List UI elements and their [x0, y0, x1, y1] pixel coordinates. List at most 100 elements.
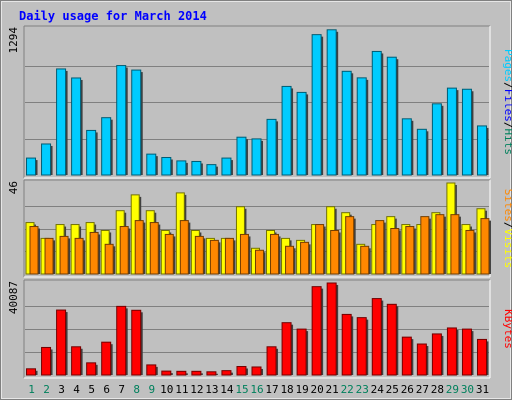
legend-part-1: /: [502, 222, 512, 229]
x-tick-label-14: 14: [220, 383, 234, 396]
bar-kbytes-4: [71, 346, 82, 376]
bar-kbytes-17: [266, 346, 277, 376]
x-tick-label-30: 30: [461, 383, 474, 396]
bar-kbytes-21: [326, 282, 337, 376]
bar-hits-14: [221, 157, 232, 176]
bar-sites-17: [270, 233, 280, 275]
bar-hits-22: [341, 70, 352, 176]
bar-sites-6: [104, 243, 114, 275]
bar-kbytes-22: [341, 313, 352, 376]
x-tick-label-3: 3: [58, 383, 65, 396]
bar-sites-23: [360, 245, 370, 275]
bar-sites-13: [209, 239, 219, 275]
x-tick-label-19: 19: [295, 383, 308, 396]
x-tick-label-1: 1: [28, 383, 35, 396]
bar-hits-16: [251, 138, 262, 176]
bar-kbytes-2: [41, 346, 52, 376]
bar-kbytes-23: [356, 317, 367, 376]
bar-kbytes-15: [236, 366, 247, 376]
bar-hits-12: [191, 160, 202, 176]
bar-sites-14: [224, 237, 234, 275]
bar-hits-6: [101, 117, 112, 176]
x-tick-label-21: 21: [326, 383, 339, 396]
x-tick-label-28: 28: [431, 383, 444, 396]
x-tick-label-18: 18: [280, 383, 293, 396]
bar-hits-21: [326, 29, 337, 176]
x-tick-label-5: 5: [88, 383, 95, 396]
x-axis-labels: 1 2 3 4 5 6 7 8 9 10 11 12 13 14 15 16 17 18 19 20 21 22 23 24 2…: [28, 383, 489, 396]
bar-sites-19: [300, 241, 310, 275]
bar-sites-24: [375, 220, 385, 275]
x-tick-label-24: 24: [371, 383, 385, 396]
bar-sites-7: [119, 226, 129, 275]
right-legend-label: KBytes: [502, 309, 512, 349]
right-legend-label: Sites/Visits: [502, 189, 512, 269]
bar-sites-31: [480, 218, 490, 275]
bar-kbytes-28: [431, 333, 442, 376]
bar-hits-31: [476, 125, 487, 176]
bar-hits-19: [296, 91, 307, 176]
bar-hits-15: [236, 136, 247, 176]
right-legend-label: Pages/Files/Hits: [502, 49, 512, 155]
bar-kbytes-27: [416, 343, 427, 376]
bar-hits-8: [131, 69, 142, 176]
bar-kbytes-26: [401, 336, 412, 376]
bar-sites-3: [59, 235, 69, 275]
x-tick-label-11: 11: [175, 383, 188, 396]
x-tick-label-10: 10: [160, 383, 173, 396]
x-tick-label-8: 8: [133, 383, 140, 396]
legend-part-4: Hits: [502, 129, 512, 156]
bar-kbytes-19: [296, 328, 307, 376]
bar-sites-10: [164, 233, 174, 275]
bar-hits-28: [431, 103, 442, 176]
bar-sites-18: [285, 245, 295, 275]
x-tick-label-26: 26: [401, 383, 414, 396]
x-tick-label-29: 29: [446, 383, 459, 396]
y-max-label: 1294: [7, 27, 20, 54]
x-tick-label-9: 9: [148, 383, 155, 396]
x-tick-label-13: 13: [205, 383, 218, 396]
legend-part-2: Visits: [502, 229, 512, 269]
bar-kbytes-6: [101, 341, 112, 376]
x-tick-label-31: 31: [476, 383, 489, 396]
bar-kbytes-25: [386, 303, 397, 376]
bar-kbytes-30: [461, 328, 472, 376]
y-max-label: 40087: [7, 281, 20, 314]
bar-kbytes-14: [221, 370, 232, 376]
bar-sites-1: [29, 226, 39, 275]
bar-sites-21: [330, 229, 340, 275]
bar-sites-5: [89, 231, 99, 275]
bar-sites-20: [315, 224, 325, 275]
y-max-label: 46: [7, 181, 20, 194]
bar-kbytes-29: [446, 327, 457, 376]
legend-part-0: Pages: [502, 49, 512, 82]
bar-hits-11: [176, 160, 187, 176]
bar-hits-13: [206, 164, 217, 176]
bar-hits-9: [146, 153, 157, 176]
bar-hits-27: [416, 128, 427, 176]
bar-sites-12: [194, 235, 204, 275]
bar-sites-15: [239, 233, 249, 275]
bar-hits-3: [56, 68, 67, 176]
bar-sites-26: [405, 226, 415, 275]
bar-sites-28: [435, 214, 445, 275]
bar-hits-10: [161, 157, 172, 176]
x-tick-label-7: 7: [118, 383, 125, 396]
bar-hits-7: [116, 65, 127, 176]
legend-part-1: /: [502, 82, 512, 89]
bar-kbytes-20: [311, 286, 322, 376]
bar-hits-1: [26, 157, 37, 176]
bar-hits-4: [71, 77, 82, 176]
bar-hits-17: [266, 118, 277, 176]
panel-2: 46 Sites/Visits: [7, 179, 512, 278]
bar-kbytes-18: [281, 322, 292, 376]
x-tick-label-15: 15: [235, 383, 248, 396]
x-tick-label-17: 17: [265, 383, 278, 396]
bar-hits-26: [401, 118, 412, 176]
legend-part-2: Files: [502, 89, 512, 122]
bar-hits-20: [311, 34, 322, 176]
x-tick-label-12: 12: [190, 383, 203, 396]
bar-hits-24: [371, 50, 382, 176]
